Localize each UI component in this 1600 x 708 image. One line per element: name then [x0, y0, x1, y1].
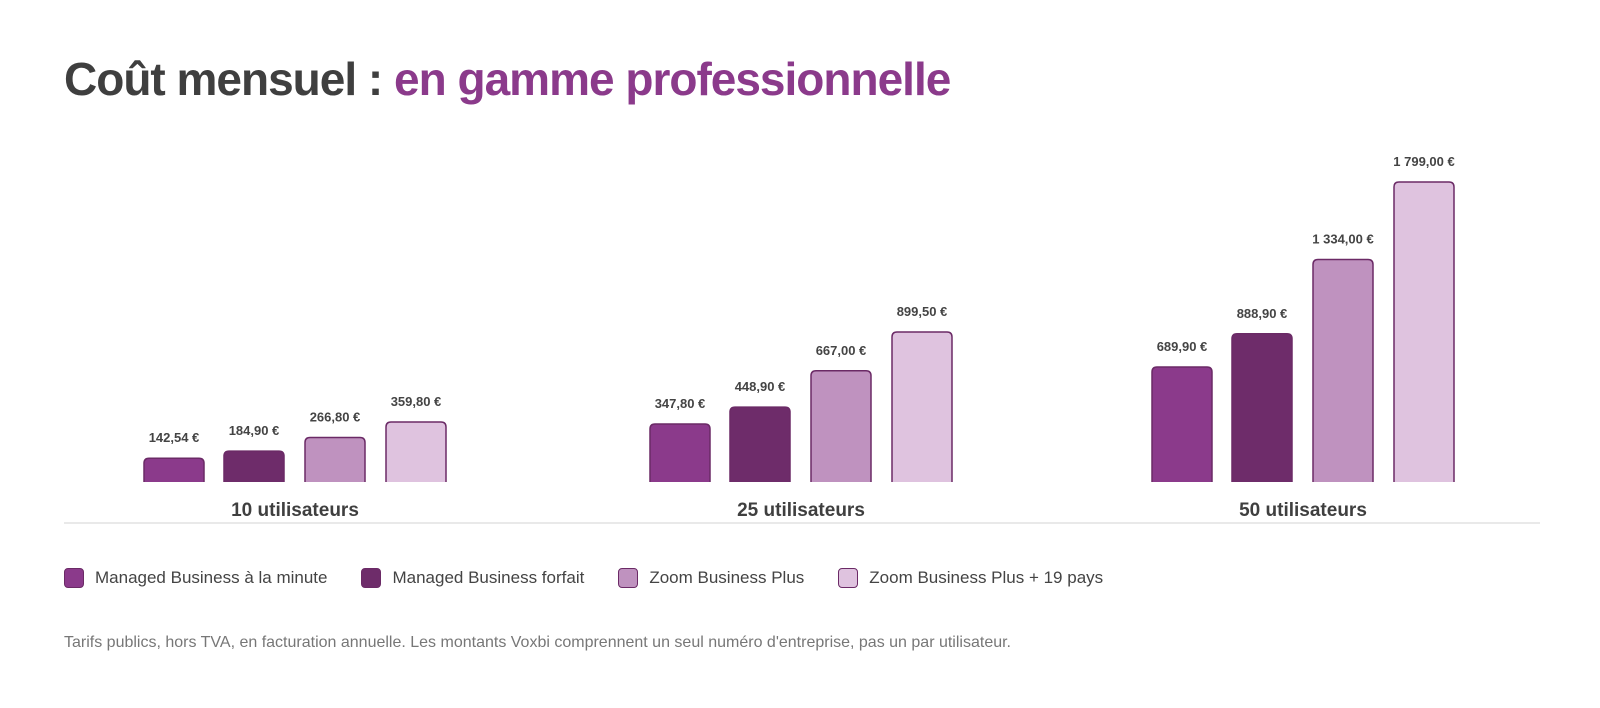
bar-value-label: 184,90 € — [229, 423, 280, 438]
bar-value-label: 266,80 € — [310, 410, 361, 425]
bar-value-label: 448,90 € — [735, 379, 786, 394]
bar-value-label: 689,90 € — [1157, 339, 1208, 354]
bar — [810, 370, 872, 482]
legend-label: Zoom Business Plus + 19 pays — [869, 568, 1104, 587]
legend-item: Managed Business à la minute — [64, 568, 327, 588]
chart-title-prefix: Coût mensuel : — [64, 53, 395, 105]
bar-value-label: 347,80 € — [655, 396, 706, 411]
bar-value-label: 1 334,00 € — [1312, 232, 1373, 247]
legend-item: Zoom Business Plus + 19 pays — [838, 568, 1103, 588]
bar-value-label: 142,54 € — [149, 430, 200, 445]
chart-title: Coût mensuel : en gamme professionnelle — [64, 52, 951, 106]
bar — [891, 331, 953, 482]
bar — [143, 457, 205, 482]
category-label: 25 utilisateurs — [737, 500, 865, 521]
legend-swatch — [361, 568, 382, 588]
bar — [304, 436, 366, 482]
bar — [1151, 366, 1213, 482]
chart-title-accent: en gamme professionnelle — [394, 53, 951, 105]
legend-swatch — [838, 568, 859, 588]
bar — [385, 421, 447, 482]
bar-value-label: 359,80 € — [391, 394, 442, 409]
footnote: Tarifs publics, hors TVA, en facturation… — [64, 634, 1011, 651]
bar-value-label: 888,90 € — [1237, 306, 1288, 321]
legend-item: Zoom Business Plus — [618, 568, 804, 588]
bar-value-label: 667,00 € — [816, 343, 867, 358]
legend-swatch — [618, 568, 639, 588]
legend-label: Managed Business à la minute — [95, 568, 328, 587]
bar — [223, 450, 285, 482]
bar — [1393, 181, 1455, 482]
legend-label: Zoom Business Plus — [649, 568, 805, 587]
bar — [729, 406, 791, 482]
bar-value-label: 1 799,00 € — [1393, 154, 1454, 169]
bar — [1231, 333, 1293, 482]
bar-chart: 142,54 € 184,90 € 266,80 € 359,80 € 10 utili… — [64, 154, 1540, 524]
bar — [649, 423, 711, 482]
bar — [1312, 258, 1374, 482]
legend-label: Managed Business forfait — [392, 568, 585, 587]
legend: Managed Business à la minute Managed Busi… — [64, 568, 1103, 588]
category-label: 10 utilisateurs — [231, 500, 359, 521]
legend-swatch — [64, 568, 84, 588]
bar-value-label: 899,50 € — [897, 304, 948, 319]
legend-item: Managed Business forfait — [361, 568, 584, 588]
category-label: 50 utilisateurs — [1239, 500, 1367, 521]
